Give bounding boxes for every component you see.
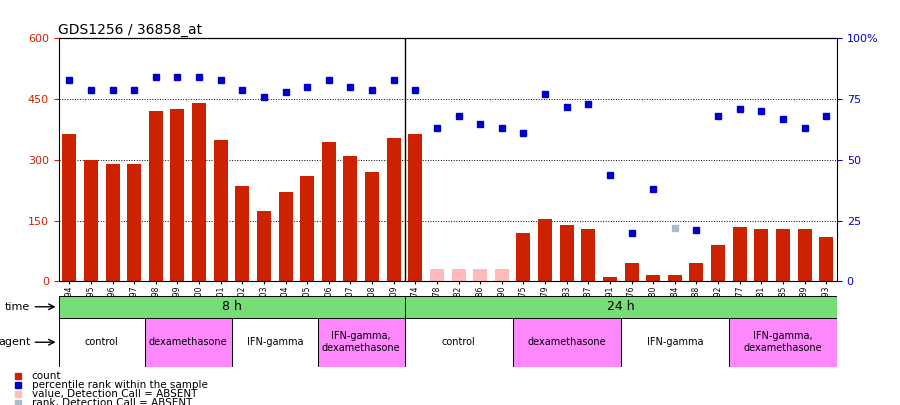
- Bar: [473, 269, 487, 281]
- Text: dexamethasone: dexamethasone: [148, 337, 228, 347]
- Bar: [625, 263, 639, 281]
- Text: agent: agent: [0, 337, 31, 347]
- Bar: [754, 229, 769, 281]
- Bar: [365, 172, 379, 281]
- Bar: [256, 211, 271, 281]
- Bar: [344, 156, 357, 281]
- Bar: [430, 269, 444, 281]
- Bar: [278, 192, 293, 281]
- Bar: [148, 111, 163, 281]
- Bar: [231, 318, 318, 367]
- Text: IFN-gamma: IFN-gamma: [247, 337, 303, 347]
- Bar: [170, 109, 184, 281]
- Bar: [711, 245, 725, 281]
- Bar: [322, 142, 336, 281]
- Text: IFN-gamma,
dexamethasone: IFN-gamma, dexamethasone: [322, 331, 400, 353]
- Bar: [733, 227, 747, 281]
- Bar: [404, 296, 837, 318]
- Text: control: control: [442, 337, 475, 347]
- Bar: [127, 164, 141, 281]
- Bar: [84, 160, 98, 281]
- Text: IFN-gamma: IFN-gamma: [646, 337, 703, 347]
- Bar: [517, 233, 530, 281]
- Bar: [513, 318, 621, 367]
- Bar: [603, 277, 617, 281]
- Text: IFN-gamma,
dexamethasone: IFN-gamma, dexamethasone: [743, 331, 823, 353]
- Text: 8 h: 8 h: [221, 300, 241, 313]
- Bar: [192, 103, 206, 281]
- Bar: [797, 229, 812, 281]
- Bar: [538, 219, 552, 281]
- Bar: [58, 296, 404, 318]
- Bar: [581, 229, 595, 281]
- Bar: [729, 318, 837, 367]
- Text: 24 h: 24 h: [607, 300, 634, 313]
- Text: control: control: [85, 337, 119, 347]
- Bar: [819, 237, 833, 281]
- Bar: [145, 318, 231, 367]
- Bar: [58, 318, 145, 367]
- Bar: [621, 318, 729, 367]
- Bar: [646, 275, 661, 281]
- Bar: [495, 269, 508, 281]
- Text: dexamethasone: dexamethasone: [527, 337, 606, 347]
- Bar: [404, 318, 513, 367]
- Text: count: count: [32, 371, 61, 381]
- Bar: [301, 176, 314, 281]
- Bar: [689, 263, 704, 281]
- Text: GDS1256 / 36858_at: GDS1256 / 36858_at: [58, 23, 202, 37]
- Bar: [409, 134, 422, 281]
- Text: value, Detection Call = ABSENT: value, Detection Call = ABSENT: [32, 389, 197, 399]
- Bar: [62, 134, 77, 281]
- Bar: [776, 229, 790, 281]
- Text: time: time: [5, 302, 31, 312]
- Bar: [318, 318, 404, 367]
- Bar: [235, 186, 249, 281]
- Bar: [560, 225, 573, 281]
- Bar: [452, 269, 465, 281]
- Bar: [213, 140, 228, 281]
- Bar: [668, 275, 682, 281]
- Bar: [387, 138, 400, 281]
- Bar: [105, 164, 120, 281]
- Text: percentile rank within the sample: percentile rank within the sample: [32, 380, 207, 390]
- Text: rank, Detection Call = ABSENT: rank, Detection Call = ABSENT: [32, 398, 192, 405]
